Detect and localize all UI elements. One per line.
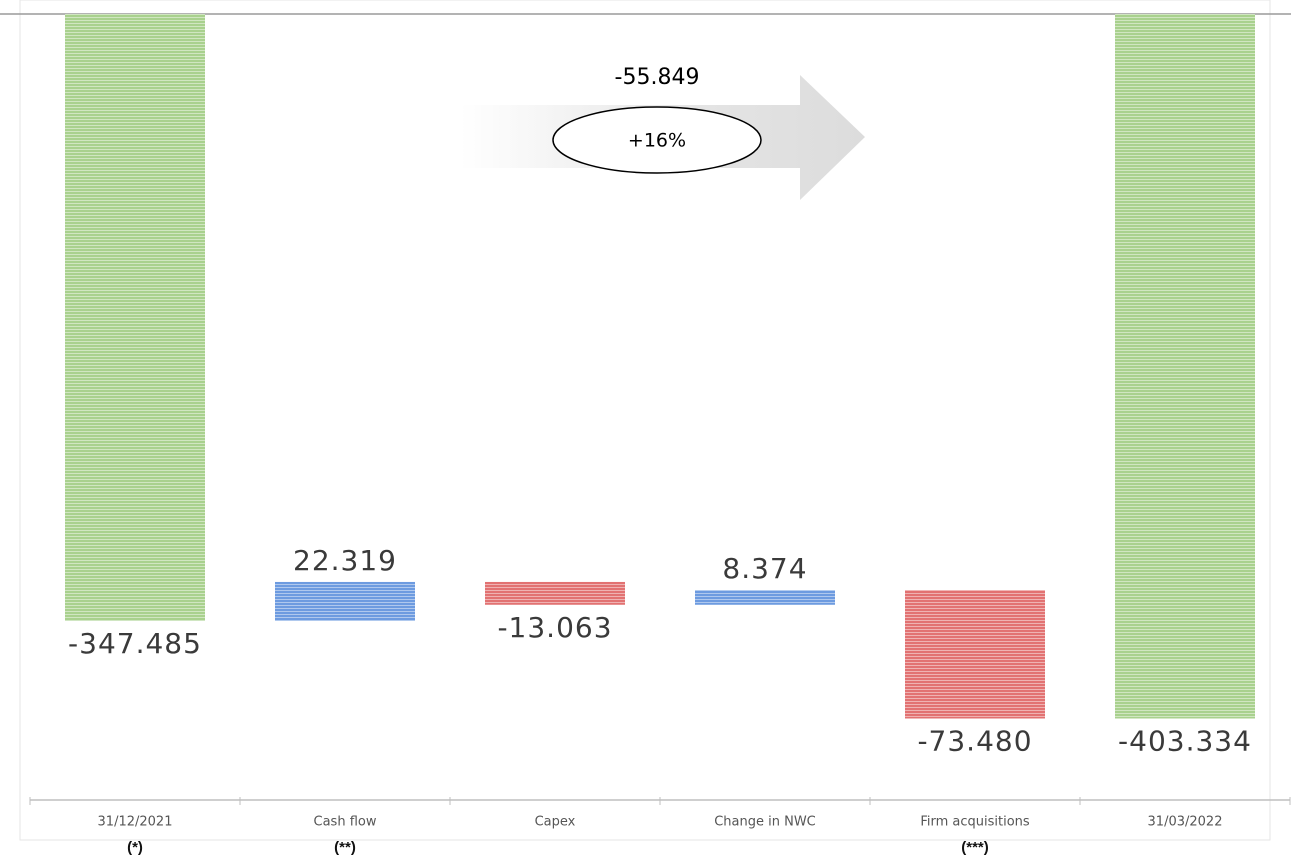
change-value: -55.849 xyxy=(615,65,700,90)
footnote: (**) xyxy=(334,839,356,856)
bar-stripes xyxy=(1115,14,1255,719)
x-tick-label: Change in NWC xyxy=(714,815,816,830)
change-ellipse xyxy=(552,106,762,174)
value-label: -73.480 xyxy=(917,724,1032,757)
footnote: (*) xyxy=(127,839,143,856)
value-label: -13.063 xyxy=(497,611,612,644)
bar-stripes xyxy=(695,590,835,605)
x-tick-label: Cash flow xyxy=(314,815,377,830)
bar-stripes xyxy=(905,590,1045,719)
bar-stripes xyxy=(275,581,415,621)
x-tick-label: Capex xyxy=(535,815,576,830)
x-tick-label: Firm acquisitions xyxy=(920,815,1030,830)
change-percent: +16% xyxy=(628,130,686,152)
frame xyxy=(19,0,1271,841)
x-tick-label: 31/03/2022 xyxy=(1148,815,1223,830)
bar-stripes xyxy=(485,581,625,605)
x-tick-label: 31/12/2021 xyxy=(98,815,173,830)
value-label: -403.334 xyxy=(1118,724,1252,757)
value-label: 8.374 xyxy=(722,552,807,585)
bar-stripes xyxy=(65,14,205,621)
value-label: 22.319 xyxy=(293,544,397,577)
footnote: (***) xyxy=(961,839,989,856)
value-label: -347.485 xyxy=(68,627,202,660)
